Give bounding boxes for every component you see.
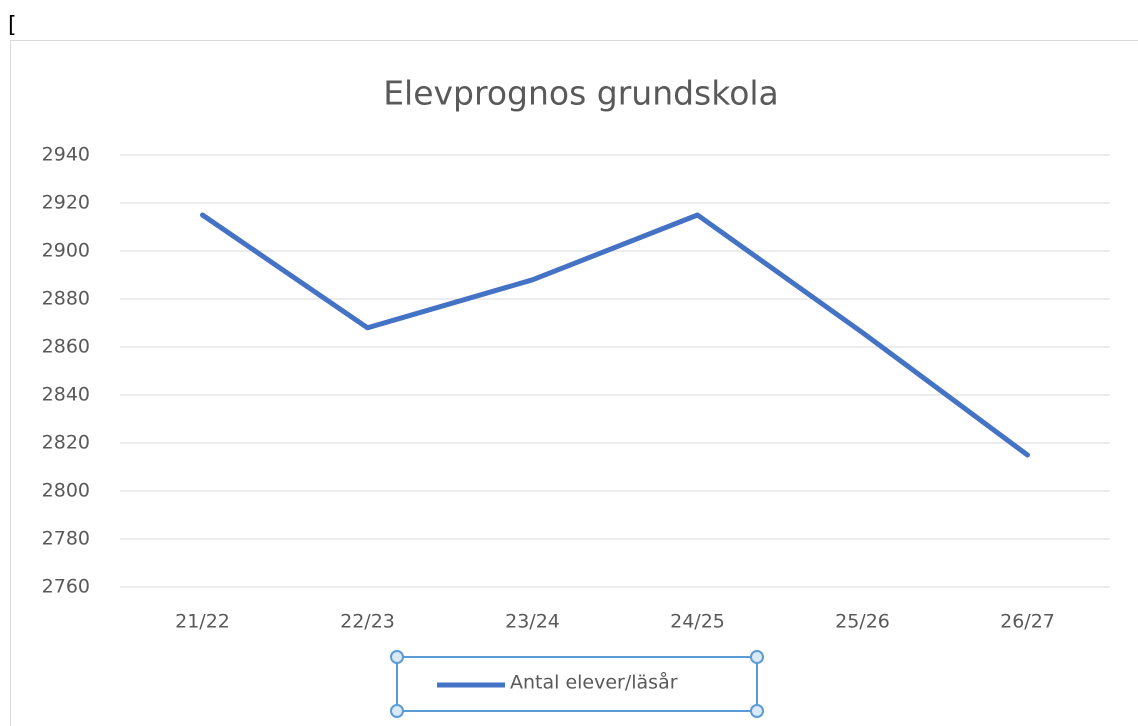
line [200, 212, 1030, 458]
x-tick-label: 22/23 [340, 611, 395, 633]
cursor-text: [ [8, 13, 17, 38]
y-tick-label: 2940 [42, 144, 90, 166]
y-tick-label: 2820 [42, 432, 90, 454]
y-tick-label: 2900 [42, 240, 90, 262]
legend[interactable] [390, 650, 764, 718]
handle[interactable] [750, 704, 764, 718]
x-tick-label: 21/22 [175, 611, 230, 633]
y-tick-label: 2880 [42, 288, 90, 310]
handle[interactable] [750, 650, 764, 664]
handle[interactable] [390, 704, 404, 718]
x-tick-label: 25/26 [835, 611, 890, 633]
y-tick-label: 2860 [42, 336, 90, 358]
y-tick-label: 2800 [42, 480, 90, 502]
y-tick-label: 2840 [42, 384, 90, 406]
y-tick-label: 2780 [42, 528, 90, 550]
legend-label: Antal elever/läsår [510, 671, 678, 694]
x-tick-label: 24/25 [670, 611, 725, 633]
x-tick-label: 26/27 [1000, 611, 1055, 633]
x-tick-label: 23/24 [505, 611, 560, 633]
y-tick-label: 2760 [42, 576, 90, 598]
handle[interactable] [390, 650, 404, 664]
legend-selection [396, 656, 758, 712]
y-tick-label: 2920 [42, 192, 90, 214]
chart-title: Elevprognos grundskola [383, 74, 779, 113]
